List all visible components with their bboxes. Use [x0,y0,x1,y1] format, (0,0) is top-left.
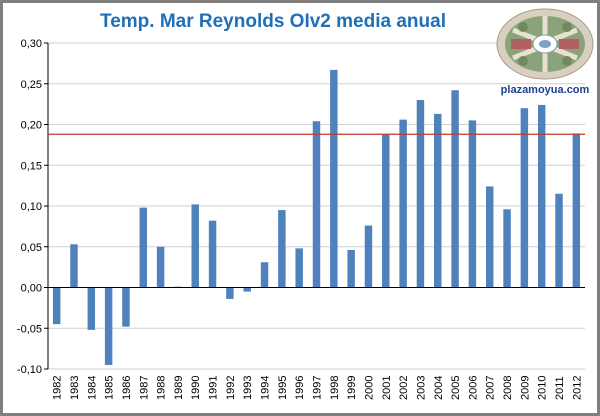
bar-2002 [399,119,407,288]
bar-2007 [486,186,494,288]
x-tick-label: 2003 [415,376,427,400]
y-tick-label: 0,20 [21,120,42,132]
bar-2010 [537,104,546,288]
x-tick-label: 1994 [260,376,272,400]
x-tick-label: 2010 [537,376,549,400]
x-tick-label: 1998 [329,376,341,400]
plaza-garden-icon [496,8,594,80]
x-tick-label: 2007 [485,376,497,400]
x-tick-label: 1993 [242,376,254,400]
x-tick-label: 1990 [190,376,202,400]
chart-title: Temp. Mar Reynolds OIv2 media anual [100,11,446,32]
x-tick-label: 2000 [363,376,375,400]
bar-1988 [156,246,165,288]
y-tick-label: -0,10 [17,364,42,376]
bar-2009 [520,108,529,288]
y-tick-label: 0,15 [21,160,42,172]
x-tick-label: 1983 [69,376,81,400]
x-tick-label: 2005 [450,376,462,400]
bar-2008 [503,209,511,288]
y-tick-label: 0,25 [21,79,42,91]
x-tick-label: 2001 [381,376,393,400]
axes [44,42,585,370]
x-tick-label: 2006 [467,376,479,400]
bar-1991 [208,220,217,288]
bar-2001 [382,134,390,288]
bar-2004 [434,113,442,288]
x-tick-label: 2004 [433,376,445,400]
x-tick-label: 2009 [519,376,531,400]
x-tick-label: 2008 [502,376,514,400]
x-tick-label: 1988 [156,376,168,400]
x-tick-label: 1987 [138,376,150,400]
bar-series [52,69,581,365]
x-tick-label: 2011 [554,376,566,400]
plazamoyua-logo: plazamoyua.com [493,5,597,107]
bar-1982 [52,287,61,325]
x-tick-label: 1984 [86,376,98,400]
bar-1993 [243,287,251,292]
bar-1999 [347,250,355,288]
x-tick-label: 1991 [208,376,220,400]
y-tick-label: 0,05 [21,242,42,254]
x-tick-label: 1986 [121,376,133,400]
bar-1983 [70,244,78,288]
bar-1987 [139,207,147,288]
x-tick-label: 1995 [277,376,289,400]
x-tick-label: 2002 [398,376,410,400]
x-tick-label: 2012 [571,376,583,400]
bar-1997 [312,121,321,288]
y-tick-label: -0,05 [17,323,42,335]
bar-1992 [226,287,234,299]
bar-2000 [364,225,373,288]
bar-1984 [87,287,96,330]
x-tick-label: 1996 [294,376,306,400]
chart-plot: 0,30 0,25 0,20 0,15 0,10 0,05 0,00 -0,05 -0,10 19… [17,38,585,400]
bar-1985 [104,287,113,365]
bar-1996 [295,248,303,288]
bar-2003 [416,100,425,288]
tick-labels: 0,30 0,25 0,20 0,15 0,10 0,05 0,00 -0,05 -0,10 19… [17,38,583,400]
logo-text: plazamoyua.com [500,84,590,96]
bar-1995 [278,210,286,288]
y-tick-label: 0,10 [21,201,42,213]
bar-2006 [468,120,477,288]
bar-2011 [555,193,563,288]
bar-2012 [572,133,581,288]
x-tick-label: 1992 [225,376,237,400]
bar-2005 [451,90,459,288]
bar-1994 [260,262,269,288]
x-tick-label: 1989 [173,376,185,400]
bar-1998 [330,69,338,288]
x-tick-label: 1997 [312,376,324,400]
x-tick-label: 1982 [52,376,64,400]
y-tick-label: 0,30 [21,38,42,50]
x-tick-label: 1999 [346,376,358,400]
bar-1986 [122,287,130,327]
bar-1990 [191,204,199,288]
x-tick-label: 1985 [104,376,116,400]
y-tick-label: 0,00 [21,283,42,295]
